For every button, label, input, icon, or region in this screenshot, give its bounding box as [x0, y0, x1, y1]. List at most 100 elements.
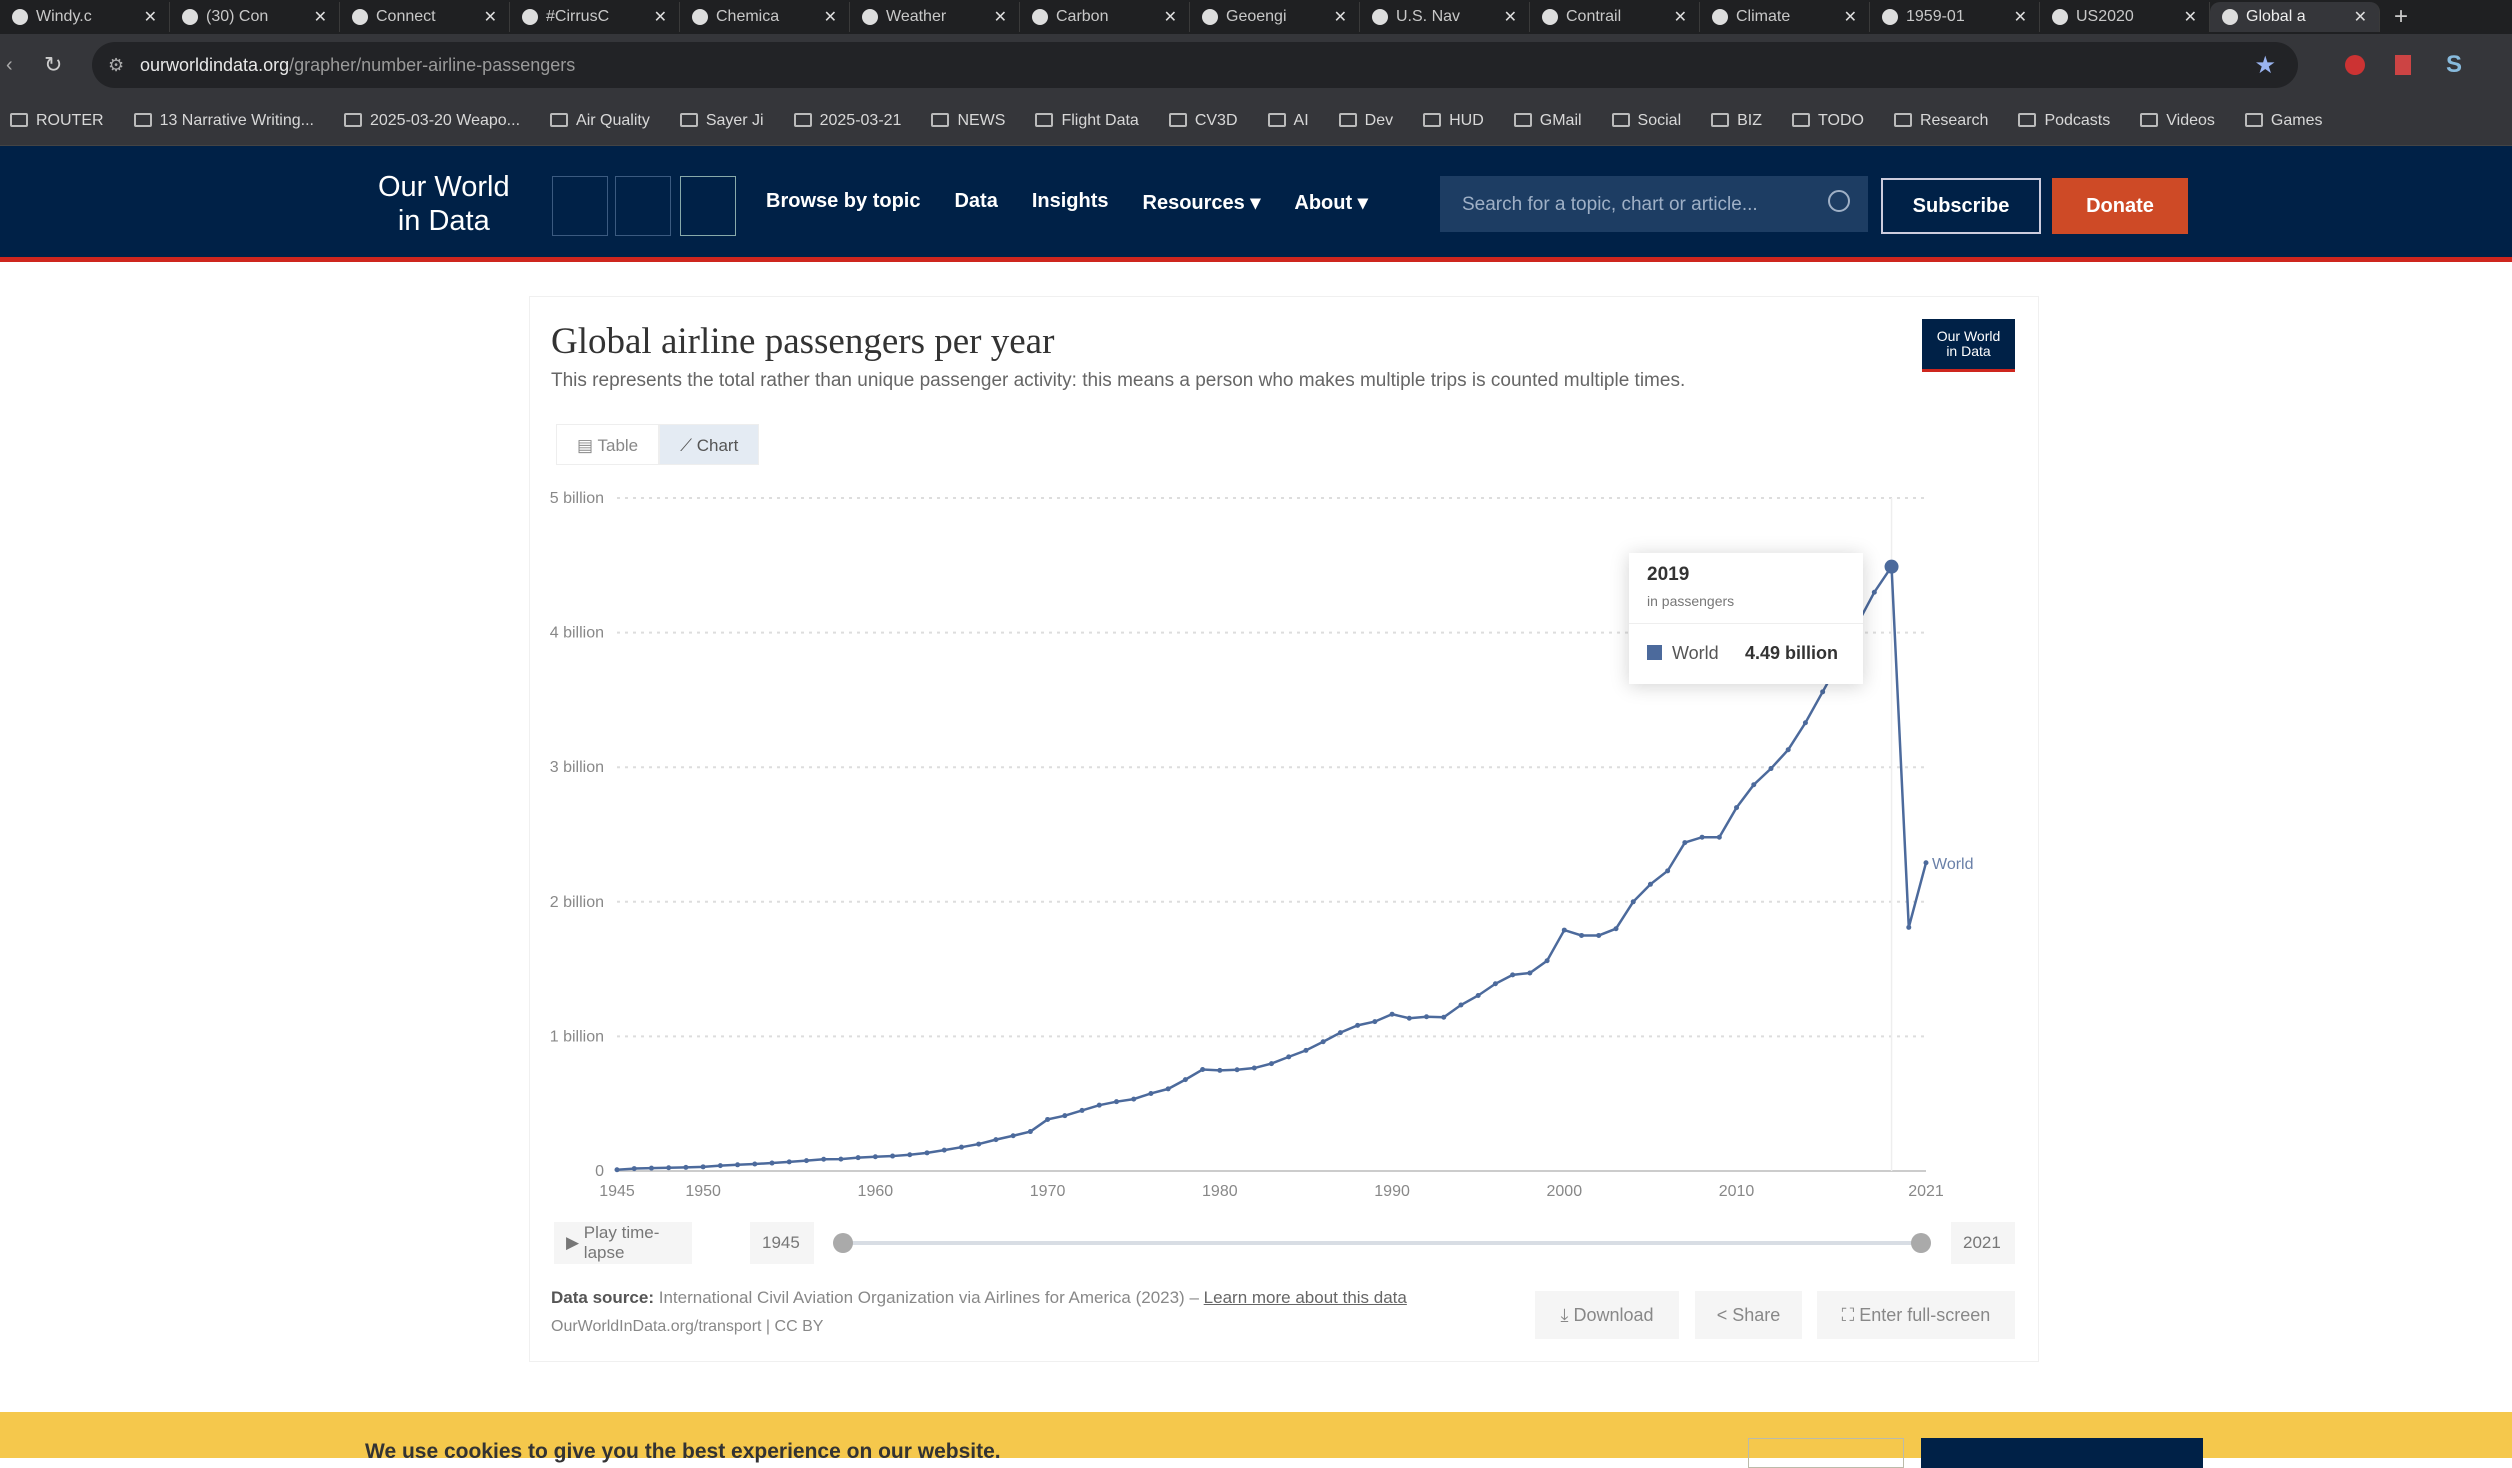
bookmark-item[interactable]: ROUTER: [10, 112, 104, 130]
close-tab-icon[interactable]: ✕: [1163, 9, 1177, 26]
browser-tab[interactable]: 1959-01 ✕: [1870, 2, 2040, 32]
browser-tab[interactable]: Contrail ✕: [1530, 2, 1700, 32]
bookmark-item[interactable]: CV3D: [1168, 112, 1238, 130]
new-tab-icon[interactable]: +: [2394, 3, 2409, 30]
y-tick-label: 4 billion: [550, 625, 604, 642]
subscribe-button[interactable]: Subscribe: [1881, 178, 2041, 234]
play-timelapse-button[interactable]: ▶ Play time-lapse: [554, 1222, 692, 1264]
partner-logo-3[interactable]: [680, 176, 736, 236]
browser-tab[interactable]: Windy.c ✕: [0, 2, 170, 32]
bookmark-item[interactable]: Videos: [2140, 112, 2215, 130]
close-tab-icon[interactable]: ✕: [2183, 9, 2197, 26]
browser-tab[interactable]: Climate ✕: [1700, 2, 1870, 32]
data-point: [1785, 747, 1791, 753]
bookmark-star-icon[interactable]: ★: [2254, 51, 2276, 79]
browser-tab[interactable]: Geoengi ✕: [1190, 2, 1360, 32]
bookmark-item[interactable]: 2025-03-21: [793, 112, 901, 130]
bookmark-item[interactable]: Research: [1893, 112, 1988, 130]
close-tab-icon[interactable]: ✕: [143, 9, 157, 26]
close-tab-icon[interactable]: ✕: [2353, 9, 2367, 26]
partner-logo-gcdl[interactable]: [615, 176, 671, 236]
close-tab-icon[interactable]: ✕: [1843, 9, 1857, 26]
download-button[interactable]: ⤓ Download: [1535, 1291, 1679, 1339]
data-point: [1045, 1116, 1051, 1122]
bookmark-item[interactable]: TODO: [1792, 112, 1864, 130]
timeline-end-handle[interactable]: [1911, 1233, 1931, 1253]
search-placeholder: Search for a topic, chart or article...: [1462, 194, 1758, 215]
line-chart[interactable]: 0 1 billion 2 billion 3 billion 4 billion 5 b…: [540, 480, 2020, 1200]
tab-title: US2020: [2076, 8, 2134, 25]
bookmark-item[interactable]: BIZ: [1711, 112, 1762, 130]
extension-icon[interactable]: [2395, 55, 2411, 75]
share-button[interactable]: < Share: [1695, 1291, 1802, 1339]
donate-button[interactable]: Donate: [2052, 178, 2188, 234]
start-year[interactable]: 1945: [750, 1222, 814, 1264]
x-tick-label: 2021: [1908, 1183, 1944, 1200]
bookmark-item[interactable]: Social: [1611, 112, 1681, 130]
nav-link[interactable]: Resources ▾: [1142, 192, 1261, 214]
data-point: [1303, 1047, 1309, 1053]
end-year[interactable]: 2021: [1951, 1222, 2015, 1264]
url-input[interactable]: ⚙ ourworldindata.org/grapher/number-airl…: [92, 42, 2298, 88]
close-tab-icon[interactable]: ✕: [1333, 9, 1347, 26]
bookmark-item[interactable]: Dev: [1338, 112, 1393, 130]
close-tab-icon[interactable]: ✕: [823, 9, 837, 26]
learn-more-link[interactable]: Learn more about this data: [1203, 1288, 1407, 1307]
browser-tab[interactable]: US2020 ✕: [2040, 2, 2210, 32]
back-icon[interactable]: ‹: [6, 53, 13, 76]
owid-logo[interactable]: Our World in Data: [378, 171, 510, 237]
y-tick-label: 3 billion: [550, 759, 604, 776]
bookmark-label: Podcasts: [2044, 111, 2111, 129]
close-tab-icon[interactable]: ✕: [1503, 9, 1517, 26]
browser-tab[interactable]: Carbon ✕: [1020, 2, 1190, 32]
tab-table[interactable]: ▤ Table: [556, 424, 660, 465]
close-tab-icon[interactable]: ✕: [993, 9, 1007, 26]
bookmark-item[interactable]: Sayer Ji: [679, 112, 764, 130]
license[interactable]: OurWorldInData.org/transport | CC BY: [551, 1318, 824, 1335]
timeline-start-handle[interactable]: [833, 1233, 853, 1253]
folder-icon: [1035, 112, 1054, 127]
close-tab-icon[interactable]: ✕: [313, 9, 327, 26]
reload-icon[interactable]: ↻: [44, 52, 63, 77]
cookie-manage-button[interactable]: [1748, 1438, 1904, 1468]
nav-link[interactable]: Data: [954, 190, 998, 212]
bookmark-item[interactable]: Air Quality: [550, 112, 650, 130]
bookmark-item[interactable]: GMail: [1513, 112, 1582, 130]
browser-tab[interactable]: U.S. Nav ✕: [1360, 2, 1530, 32]
bookmark-item[interactable]: 2025-03-20 Weapo...: [343, 112, 520, 130]
owid-badge-logo[interactable]: Our World in Data: [1922, 319, 2015, 372]
browser-tab[interactable]: #CirrusC ✕: [510, 2, 680, 32]
close-tab-icon[interactable]: ✕: [483, 9, 497, 26]
browser-tab[interactable]: Weather ✕: [850, 2, 1020, 32]
bookmark-item[interactable]: NEWS: [931, 112, 1005, 130]
nav-link[interactable]: Insights: [1031, 190, 1109, 212]
bookmark-item[interactable]: Games: [2244, 112, 2322, 130]
search-input[interactable]: Search for a topic, chart or article...: [1440, 176, 1868, 232]
close-tab-icon[interactable]: ✕: [1673, 9, 1687, 26]
extension-icon[interactable]: [2345, 55, 2365, 75]
bookmark-item[interactable]: 13 Narrative Writing...: [133, 111, 314, 130]
browser-tab[interactable]: Chemica ✕: [680, 2, 850, 32]
bookmark-item[interactable]: HUD: [1423, 112, 1484, 130]
search-icon[interactable]: [1828, 190, 1850, 212]
close-tab-icon[interactable]: ✕: [653, 9, 667, 26]
close-tab-icon[interactable]: ✕: [2013, 9, 2027, 26]
nav-link[interactable]: Browse by topic: [766, 190, 921, 212]
series-label-world: World: [1932, 856, 1974, 873]
cookie-accept-button[interactable]: [1921, 1438, 2203, 1468]
extension-icon[interactable]: S: [2446, 51, 2463, 78]
tab-chart[interactable]: ⟋ Chart: [659, 424, 760, 465]
nav-link[interactable]: About ▾: [1294, 192, 1368, 214]
browser-tab[interactable]: (30) Con ✕: [170, 2, 340, 32]
partner-logo-oxford[interactable]: [552, 176, 608, 236]
bookmark-item[interactable]: AI: [1267, 112, 1309, 130]
bookmark-item[interactable]: Flight Data: [1035, 112, 1139, 130]
browser-tab[interactable]: Connect ✕: [340, 2, 510, 32]
data-point: [1010, 1133, 1016, 1139]
timeline-slider[interactable]: [843, 1241, 1921, 1245]
bookmark-label: 13 Narrative Writing...: [159, 111, 314, 129]
bookmark-item[interactable]: Podcasts: [2018, 112, 2110, 130]
browser-tab[interactable]: Global a ✕: [2210, 2, 2380, 32]
fullscreen-button[interactable]: ⛶ Enter full-screen: [1817, 1291, 2015, 1339]
site-info-icon[interactable]: ⚙: [108, 54, 125, 75]
